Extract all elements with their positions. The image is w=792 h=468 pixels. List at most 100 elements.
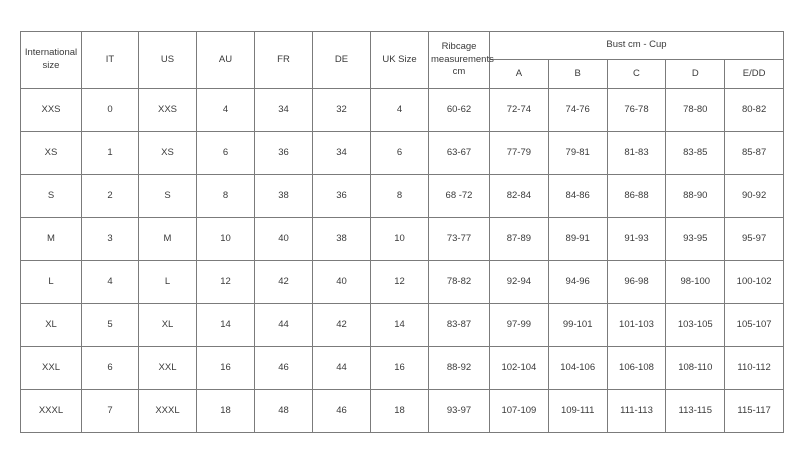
column-header-au: AU: [196, 31, 255, 89]
cell-de: 32: [312, 88, 371, 132]
cell-cup-a: 107-109: [489, 389, 549, 433]
cell-it: 5: [81, 303, 139, 347]
cell-au: 6: [196, 131, 255, 175]
cell-au: 10: [196, 217, 255, 261]
cell-ribcage: 63-67: [428, 131, 490, 175]
cell-uk: 16: [370, 346, 429, 390]
cell-au: 18: [196, 389, 255, 433]
cell-it: 4: [81, 260, 139, 304]
cell-cup-edd: 90-92: [724, 174, 785, 218]
column-header-cup-c: C: [606, 59, 667, 89]
cell-cup-edd: 85-87: [724, 131, 785, 175]
cell-uk: 12: [370, 260, 429, 304]
cell-au: 8: [196, 174, 255, 218]
table-row: S 2 S 8 38 36 8 68 -72 82-84 84-86 86-88…: [20, 174, 785, 218]
header-row-primary: International size IT US AU FR DE UK Siz…: [20, 31, 785, 89]
cell-cup-d: 78-80: [665, 88, 726, 132]
cell-cup-c: 91-93: [606, 217, 667, 261]
header-row-cup-sizes: A B C D E/DD: [21, 59, 785, 89]
table-head: International size IT US AU FR DE UK Siz…: [20, 31, 785, 89]
table-row: XS 1 XS 6 36 34 6 63-67 77-79 79-81 81-8…: [20, 131, 785, 175]
cell-de: 34: [312, 131, 371, 175]
cell-it: 2: [81, 174, 139, 218]
cell-cup-edd: 105-107: [724, 303, 785, 347]
cell-uk: 8: [370, 174, 429, 218]
cell-cup-d: 113-115: [665, 389, 726, 433]
cell-ribcage: 93-97: [428, 389, 490, 433]
cell-au: 12: [196, 260, 255, 304]
cell-uk: 10: [370, 217, 429, 261]
cell-ribcage: 60-62: [428, 88, 490, 132]
cell-de: 46: [312, 389, 371, 433]
cell-cup-c: 106-108: [606, 346, 667, 390]
cell-ribcage: 68 -72: [428, 174, 490, 218]
cell-cup-c: 76-78: [606, 88, 667, 132]
cell-cup-c: 86-88: [606, 174, 667, 218]
column-header-it: IT: [81, 31, 139, 89]
cell-us: S: [138, 174, 197, 218]
cell-us: XXL: [138, 346, 197, 390]
cell-international-size: XXS: [20, 88, 82, 132]
column-header-cup-a: A: [489, 59, 549, 89]
cell-us: M: [138, 217, 197, 261]
cell-it: 1: [81, 131, 139, 175]
cell-cup-c: 81-83: [606, 131, 667, 175]
cell-fr: 48: [254, 389, 313, 433]
cell-cup-d: 108-110: [665, 346, 726, 390]
cell-ribcage: 83-87: [428, 303, 490, 347]
cell-cup-b: 94-96: [547, 260, 608, 304]
cell-au: 16: [196, 346, 255, 390]
table-row: XXXL 7 XXXL 18 48 46 18 93-97 107-109 10…: [20, 389, 785, 433]
cell-cup-edd: 100-102: [724, 260, 785, 304]
column-header-cup-edd: E/DD: [724, 59, 785, 89]
cell-cup-b: 99-101: [547, 303, 608, 347]
cell-cup-c: 111-113: [606, 389, 667, 433]
cell-de: 42: [312, 303, 371, 347]
cell-cup-c: 96-98: [606, 260, 667, 304]
cell-fr: 44: [254, 303, 313, 347]
cell-it: 3: [81, 217, 139, 261]
size-conversion-table: International size IT US AU FR DE UK Siz…: [20, 31, 785, 433]
table-row: XXS 0 XXS 4 34 32 4 60-62 72-74 74-76 76…: [20, 88, 785, 132]
column-header-cup-d: D: [665, 59, 726, 89]
cell-us: XL: [138, 303, 197, 347]
cell-fr: 36: [254, 131, 313, 175]
cell-cup-edd: 115-117: [724, 389, 785, 433]
cell-international-size: XL: [20, 303, 82, 347]
cell-cup-b: 104-106: [547, 346, 608, 390]
column-header-international-size: International size: [20, 31, 82, 89]
cell-de: 40: [312, 260, 371, 304]
cell-fr: 38: [254, 174, 313, 218]
cell-us: XXXL: [138, 389, 197, 433]
cell-cup-edd: 80-82: [724, 88, 785, 132]
cell-international-size: XS: [20, 131, 82, 175]
cell-international-size: XXXL: [20, 389, 82, 433]
cell-cup-b: 84-86: [547, 174, 608, 218]
cell-fr: 34: [254, 88, 313, 132]
column-header-us: US: [138, 31, 197, 89]
table-row: XL 5 XL 14 44 42 14 83-87 97-99 99-101 1…: [20, 303, 785, 347]
cell-cup-a: 92-94: [489, 260, 549, 304]
column-header-ribcage-measurements: Ribcage measurements cm: [428, 31, 494, 89]
column-header-de: DE: [312, 31, 371, 89]
cell-cup-edd: 95-97: [724, 217, 785, 261]
cell-ribcage: 73-77: [428, 217, 490, 261]
cell-uk: 14: [370, 303, 429, 347]
cell-us: L: [138, 260, 197, 304]
cell-fr: 46: [254, 346, 313, 390]
cell-fr: 40: [254, 217, 313, 261]
cell-cup-d: 103-105: [665, 303, 726, 347]
cell-us: XS: [138, 131, 197, 175]
cell-de: 38: [312, 217, 371, 261]
size-chart-container: International size IT US AU FR DE UK Siz…: [20, 31, 785, 433]
cell-cup-a: 77-79: [489, 131, 549, 175]
cell-au: 4: [196, 88, 255, 132]
table-row: XXL 6 XXL 16 46 44 16 88-92 102-104 104-…: [20, 346, 785, 390]
cell-it: 0: [81, 88, 139, 132]
cell-international-size: M: [20, 217, 82, 261]
cell-cup-b: 79-81: [547, 131, 608, 175]
cell-de: 36: [312, 174, 371, 218]
table-row: L 4 L 12 42 40 12 78-82 92-94 94-96 96-9…: [20, 260, 785, 304]
cell-au: 14: [196, 303, 255, 347]
cell-cup-d: 98-100: [665, 260, 726, 304]
